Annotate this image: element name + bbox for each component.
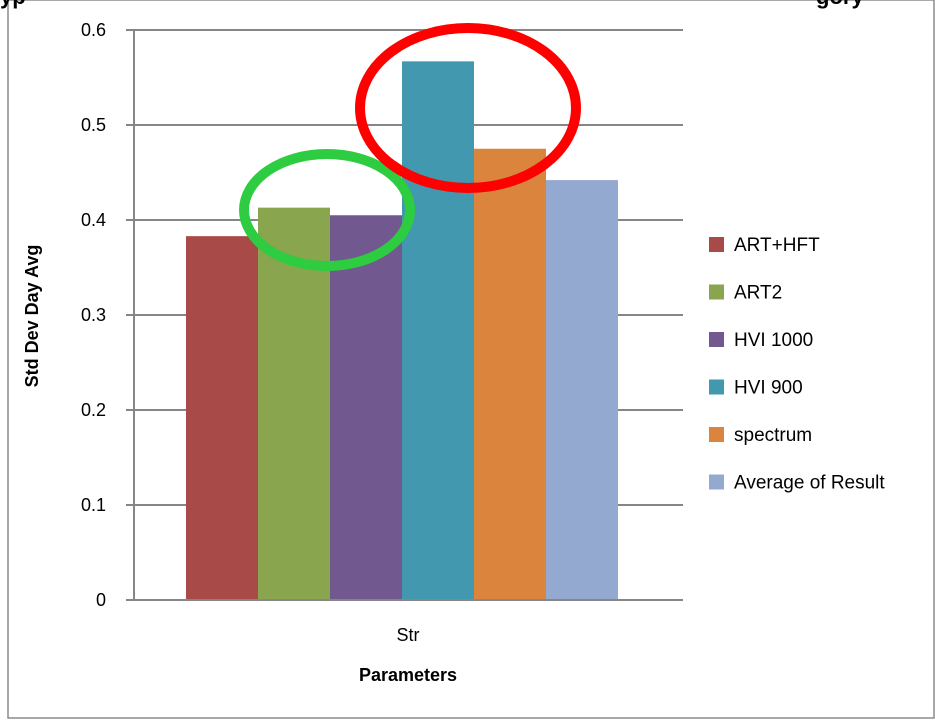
y-tick-label: 0.2: [81, 400, 106, 420]
y-tick-label: 0.4: [81, 210, 106, 230]
bar-average-of-result: [546, 180, 618, 600]
bar-art-hft: [186, 236, 258, 600]
bar-spectrum: [474, 148, 546, 600]
legend-swatch: [709, 474, 724, 490]
legend-label: ART2: [734, 283, 782, 304]
y-tick-label: 0: [96, 590, 106, 610]
y-tick-label: 0.3: [81, 305, 106, 325]
legend: ART+HFT ART2 HVI 1000 HVI 900 spectrum Averag…: [709, 235, 885, 494]
annotations: [239, 23, 581, 271]
axes: [133, 30, 683, 601]
bar-art2: [258, 207, 330, 600]
chart-title-fragment: yp: [0, 0, 26, 9]
y-axis-label: Std Dev Day Avg: [22, 245, 42, 388]
red-highlight-ellipse: [355, 23, 581, 193]
y-tick-label: 0.1: [81, 495, 106, 515]
green-highlight-ellipse: [239, 149, 415, 271]
legend-swatch: [709, 332, 724, 347]
chart-border: [7, 0, 935, 719]
legend-swatch: [709, 284, 724, 300]
chart-title-tail: gory: [816, 0, 864, 9]
legend-swatch: [709, 379, 724, 395]
y-tick-labels: 0 0.1 0.2 0.3 0.4 0.5 0.6: [81, 20, 106, 610]
x-tick-label: Str: [396, 625, 419, 645]
bar-hvi-1000: [330, 215, 402, 600]
legend-label: HVI 900: [734, 378, 803, 399]
x-axis-label: Parameters: [359, 665, 457, 685]
legend-label: HVI 1000: [734, 330, 813, 351]
legend-label: spectrum: [734, 425, 812, 446]
y-tick-label: 0.6: [81, 20, 106, 40]
legend-swatch: [709, 427, 724, 442]
y-tick-label: 0.5: [81, 115, 106, 135]
bar-hvi-900: [402, 61, 474, 601]
legend-label: Average of Result: [734, 473, 885, 494]
legend-label: ART+HFT: [734, 235, 820, 256]
legend-swatch: [709, 237, 724, 252]
bars: [186, 61, 618, 601]
